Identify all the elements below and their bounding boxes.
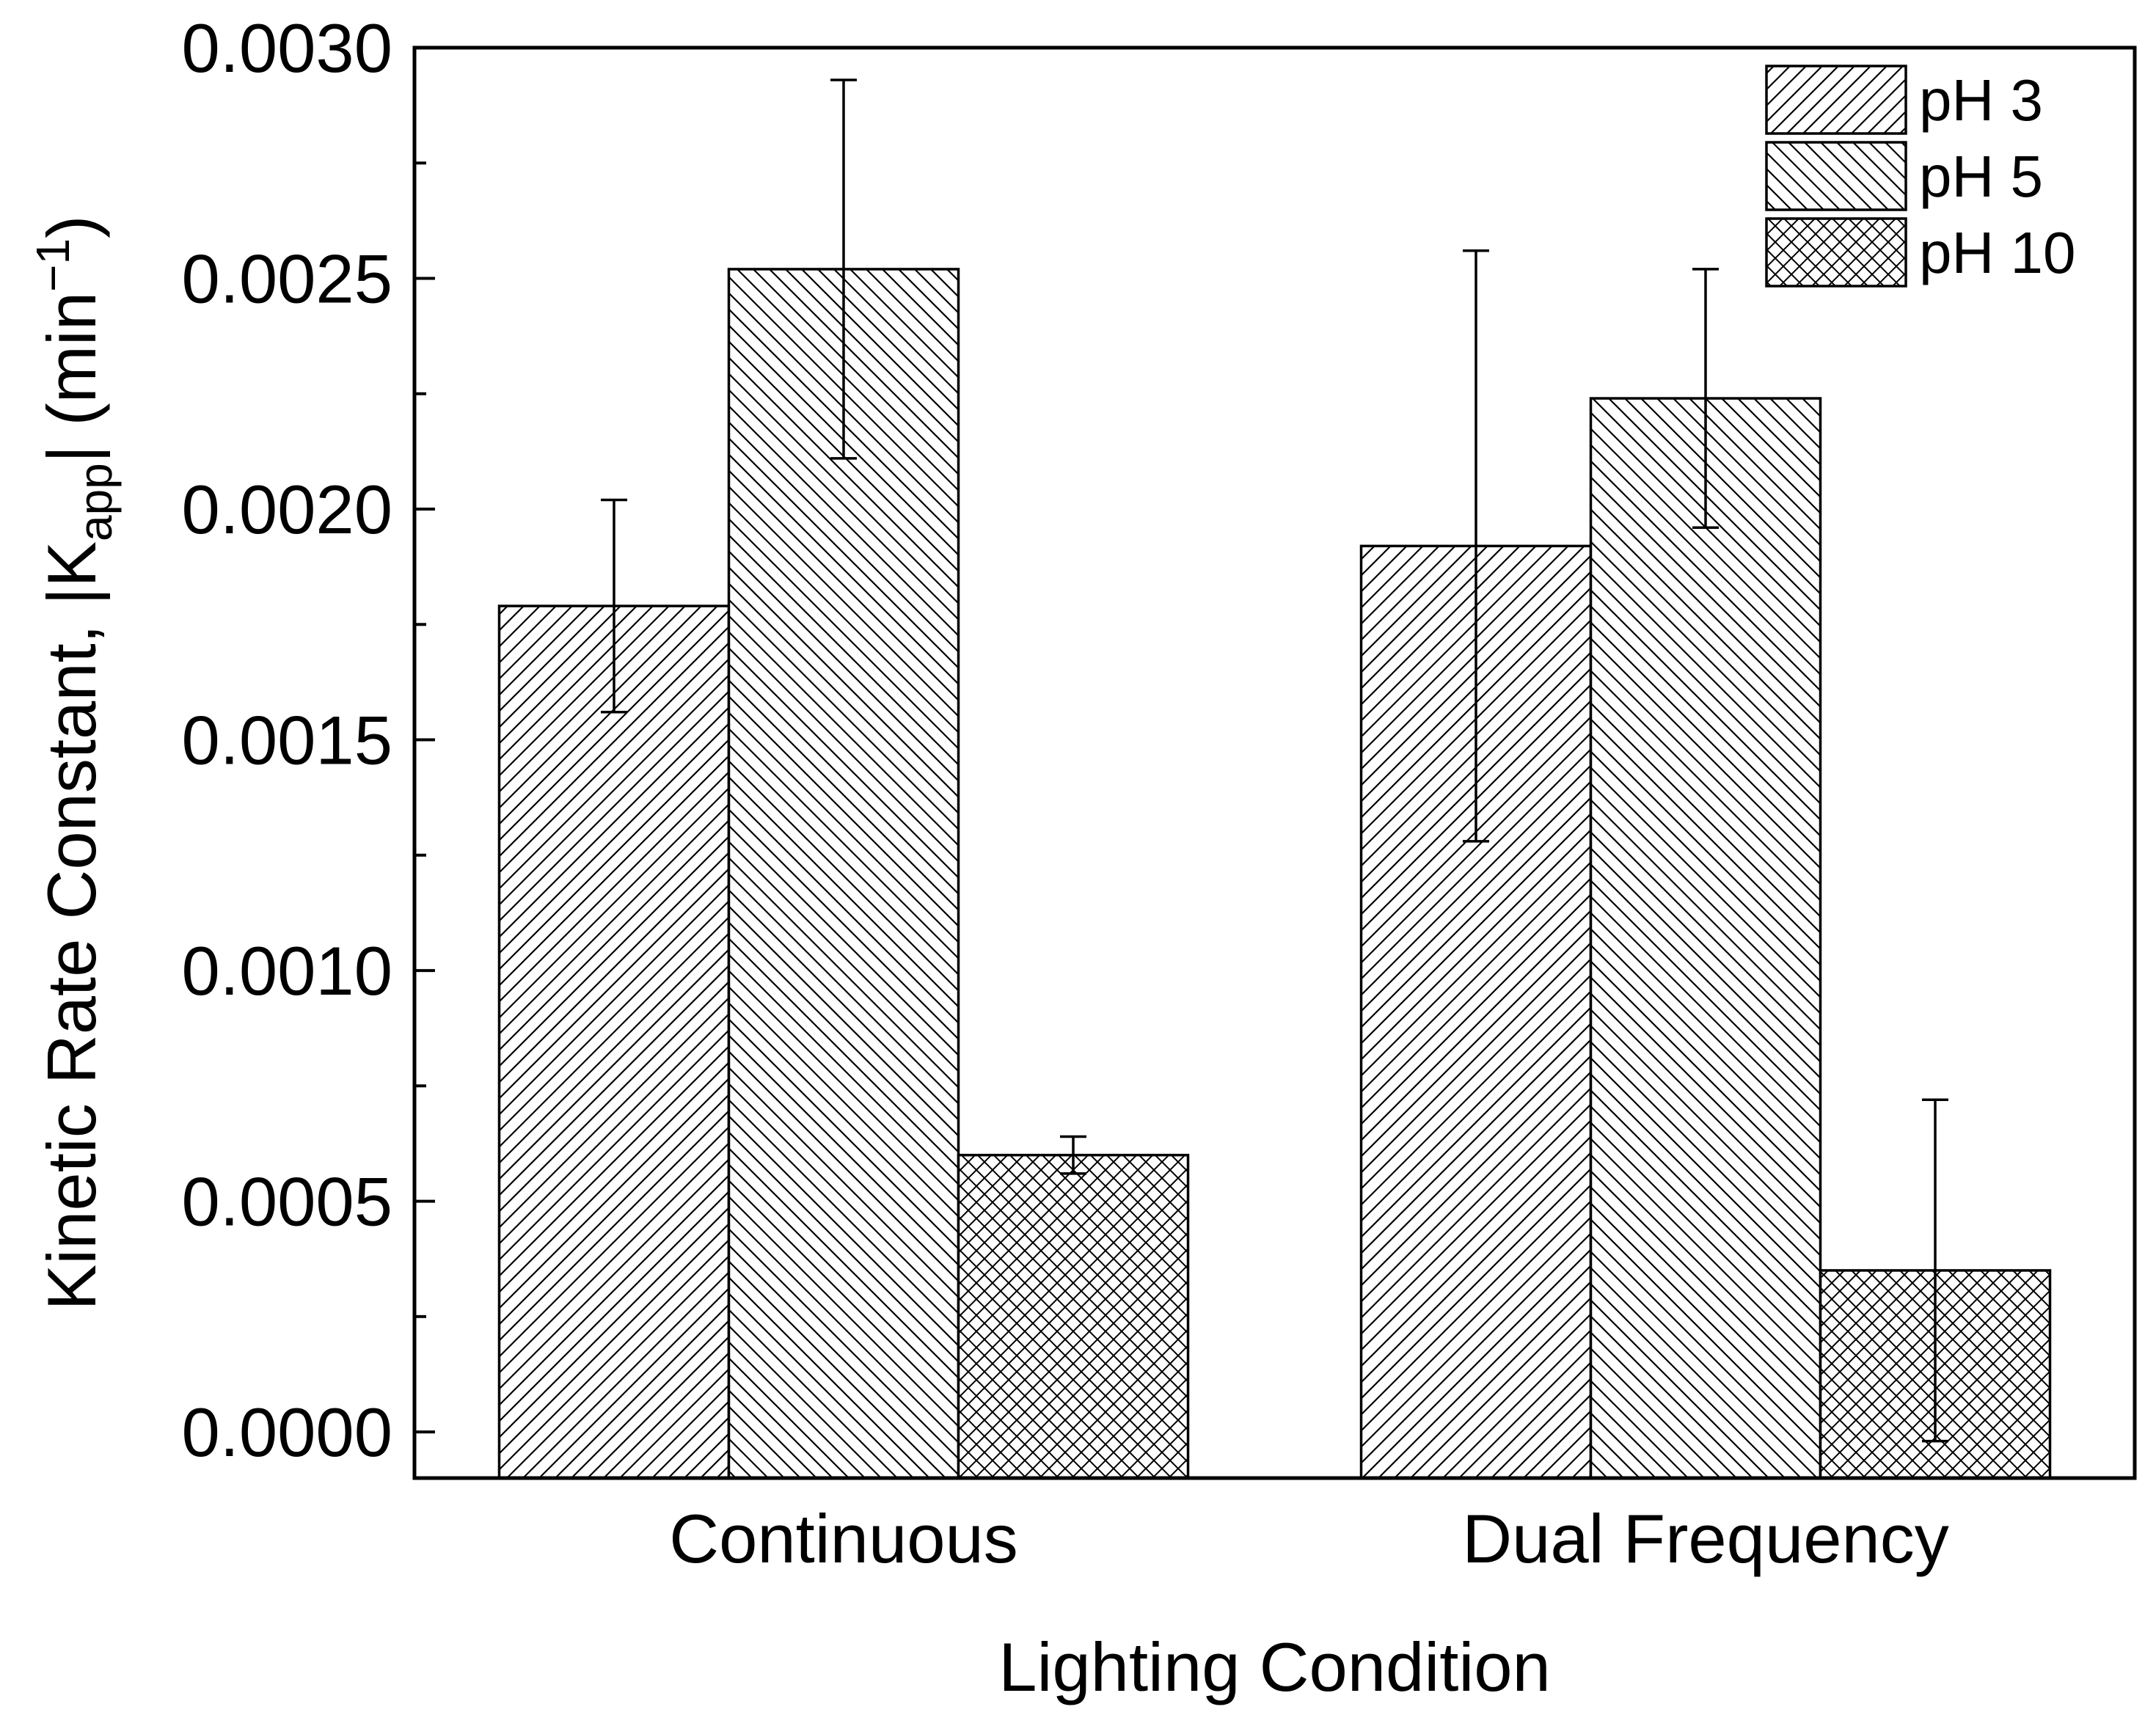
y-tick-label: 0.0005 bbox=[181, 1163, 392, 1240]
legend: pH 3 pH 5 pH 10 bbox=[1765, 65, 2075, 288]
y-axis-label: Kinetic Rate Constant, |Kapp| (min−1) bbox=[26, 216, 122, 1311]
legend-label-ph5: pH 5 bbox=[1919, 144, 2043, 209]
x-tick-label: Continuous bbox=[669, 1500, 1018, 1577]
bar-ph5-dual-frequency bbox=[1589, 397, 1822, 1480]
y-axis-label-superscript: −1 bbox=[26, 238, 79, 292]
legend-swatch-ph5 bbox=[1765, 141, 1907, 211]
error-bar-ph3-continuous bbox=[601, 498, 627, 714]
x-axis-label: Lighting Condition bbox=[998, 1628, 1551, 1705]
error-bar-ph5-dual-frequency bbox=[1692, 268, 1719, 529]
legend-swatch-ph10 bbox=[1765, 217, 1907, 288]
y-tick-label: 0.0025 bbox=[181, 241, 392, 318]
x-tick-label: Dual Frequency bbox=[1462, 1500, 1949, 1577]
bar-ph3-continuous bbox=[497, 604, 731, 1480]
legend-swatch-ph3 bbox=[1765, 65, 1907, 135]
y-axis-label-close: | (min bbox=[33, 292, 110, 463]
y-tick-label: 0.0030 bbox=[181, 10, 392, 87]
y-tick-label: 0.0000 bbox=[181, 1394, 392, 1471]
y-tick-label: 0.0020 bbox=[181, 471, 392, 548]
bar-ph10-continuous bbox=[957, 1153, 1190, 1480]
y-tick-label: 0.0015 bbox=[181, 702, 392, 779]
error-bar-ph10-dual-frequency bbox=[1922, 1098, 1948, 1443]
y-axis-label-main: Kinetic Rate Constant, |K bbox=[33, 541, 110, 1311]
legend-label-ph10: pH 10 bbox=[1919, 220, 2075, 285]
error-bar-ph3-dual-frequency bbox=[1463, 249, 1489, 843]
error-bar-ph10-continuous bbox=[1060, 1135, 1086, 1175]
bar-ph5-continuous bbox=[727, 268, 960, 1480]
bars-layer bbox=[497, 268, 2052, 1480]
error-bar-ph5-continuous bbox=[830, 78, 857, 460]
y-axis-label-subscript: app bbox=[69, 463, 122, 541]
y-tick-label: 0.0010 bbox=[181, 932, 392, 1009]
error-bars-layer bbox=[601, 78, 1948, 1443]
plot-area-frame bbox=[412, 45, 2137, 1480]
x-axis-tick-labels: Continuous Dual Frequency bbox=[669, 1500, 1949, 1577]
y-axis-label-end: ) bbox=[33, 216, 110, 238]
y-axis-ticks: 0.0000 0.0005 0.0010 0.0015 0.0020 0.0025 0.00… bbox=[181, 10, 435, 1471]
legend-label-ph3: pH 3 bbox=[1919, 67, 2043, 133]
